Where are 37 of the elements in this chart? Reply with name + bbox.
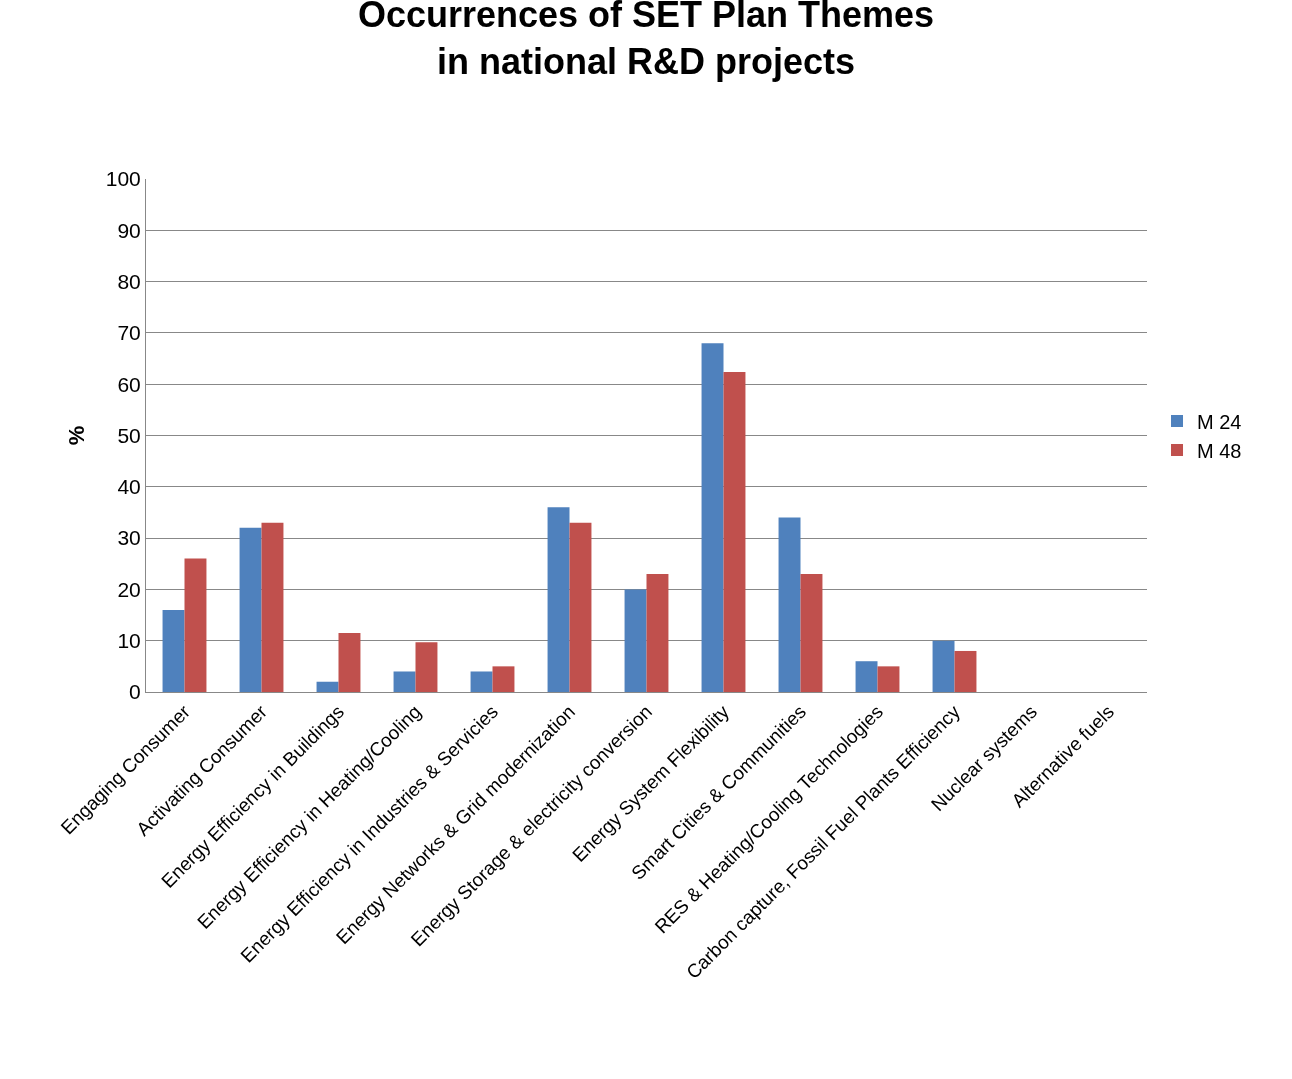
bar bbox=[646, 574, 669, 692]
bar bbox=[701, 343, 724, 692]
bar bbox=[338, 633, 361, 692]
bar bbox=[800, 574, 823, 692]
bar bbox=[470, 671, 493, 692]
legend-label: M 24 bbox=[1197, 410, 1242, 433]
bar bbox=[261, 522, 284, 692]
bar bbox=[415, 642, 438, 692]
bar bbox=[954, 650, 977, 692]
y-tick-label: 100 bbox=[105, 167, 141, 191]
y-tick-label: 80 bbox=[117, 269, 141, 293]
legend-label: M 48 bbox=[1197, 439, 1242, 462]
bar bbox=[932, 640, 955, 692]
bar bbox=[393, 671, 416, 692]
bar bbox=[162, 609, 185, 692]
bar bbox=[877, 666, 900, 692]
bar bbox=[547, 507, 570, 692]
bar bbox=[492, 666, 515, 692]
y-tick-label: 60 bbox=[117, 372, 141, 396]
bar bbox=[569, 522, 592, 692]
y-tick-label: 50 bbox=[117, 423, 141, 447]
y-axis-title: % bbox=[63, 425, 89, 446]
y-tick-label: 20 bbox=[117, 577, 141, 601]
y-tick-label: 30 bbox=[117, 526, 141, 550]
y-tick-label: 90 bbox=[117, 218, 141, 242]
bar bbox=[778, 517, 801, 692]
bar bbox=[184, 558, 207, 692]
y-tick-label: 0 bbox=[129, 680, 141, 704]
bar bbox=[624, 589, 647, 692]
bar bbox=[723, 371, 746, 692]
y-tick-label: 10 bbox=[117, 629, 141, 653]
chart-title: Occurrences of SET Plan Themes in national R&D projects bbox=[357, 0, 935, 82]
bar bbox=[316, 681, 339, 692]
y-tick-label: 70 bbox=[117, 321, 141, 345]
bar bbox=[239, 527, 262, 692]
bar bbox=[855, 661, 878, 692]
y-tick-label: 40 bbox=[117, 475, 141, 499]
